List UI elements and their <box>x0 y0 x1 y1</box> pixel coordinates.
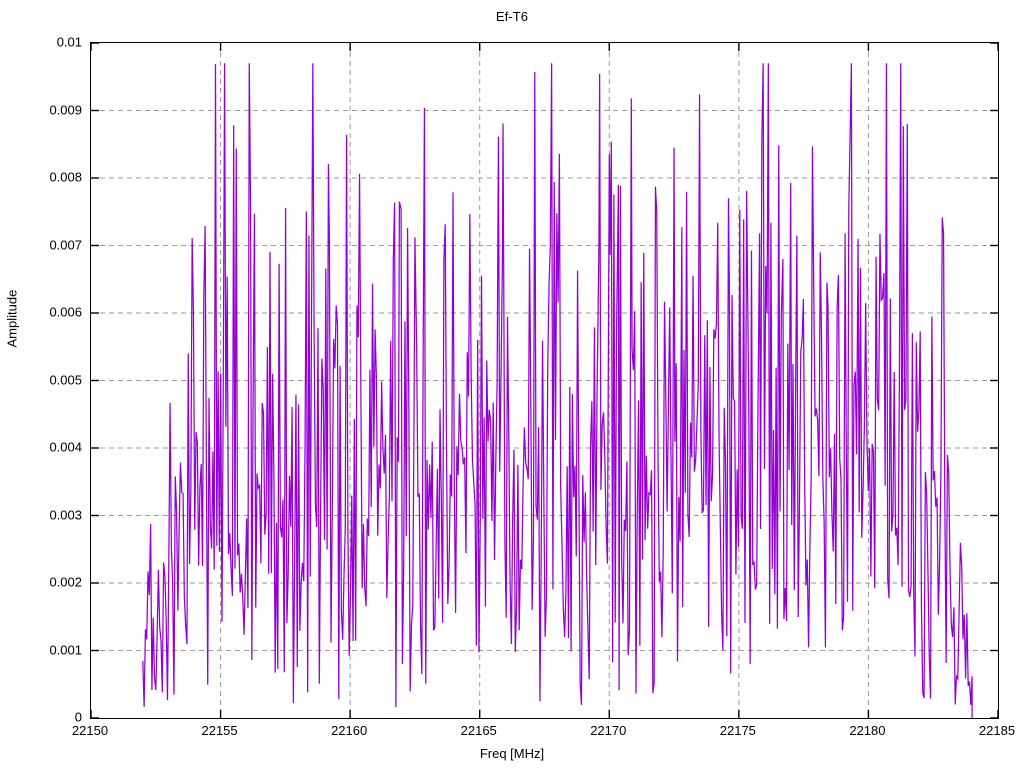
x-tick-label: 22150 <box>71 723 109 738</box>
y-tick-label: 0.008 <box>49 169 82 185</box>
y-axis-label: Amplitude <box>4 289 20 348</box>
x-tick-label: 22175 <box>719 723 756 738</box>
plot-svg <box>91 43 998 718</box>
spectrum-trace <box>142 63 973 718</box>
chart-title: Ef-T6 <box>495 9 529 24</box>
y-tick-label: 0.004 <box>49 439 82 455</box>
plot-area <box>90 42 999 719</box>
x-tick-label: 22170 <box>590 723 627 738</box>
x-tick-label: 22155 <box>201 723 238 738</box>
y-tick-label: 0.003 <box>49 507 82 522</box>
y-tick-label: 0.009 <box>49 102 82 117</box>
y-tick-label: 0 <box>74 709 82 725</box>
x-tick-label: 22185 <box>978 723 1016 738</box>
x-tick-label: 22160 <box>331 723 368 738</box>
y-tick-label: 0.01 <box>56 34 82 50</box>
y-tick-label: 0.001 <box>49 642 82 657</box>
y-tick-label: 0.005 <box>49 372 82 387</box>
y-tick-label: 0.002 <box>49 574 82 590</box>
axis-ticks <box>91 43 998 718</box>
x-tick-label: 22180 <box>849 723 886 738</box>
y-tick-label: 0.007 <box>49 237 82 252</box>
x-tick-label: 22165 <box>460 723 497 738</box>
x-axis-label: Freq [MHz] <box>479 746 545 761</box>
data-series-line <box>142 63 973 718</box>
